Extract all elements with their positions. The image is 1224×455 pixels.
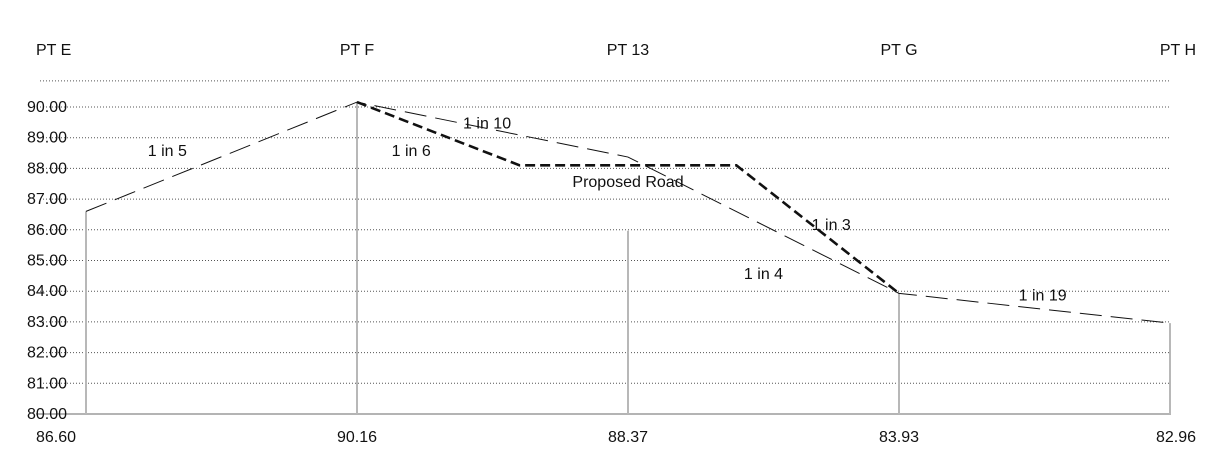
y-tick-label: 84.00	[27, 283, 67, 300]
gridlines	[40, 80, 1170, 384]
labels-group: 90.00 89.00 88.00 87.00 86.00 85.00 84.00 83.00…	[27, 42, 1196, 446]
station-label: PT E	[36, 42, 71, 59]
series-group	[85, 100, 1171, 324]
station-label: PT F	[340, 42, 375, 59]
y-tick-label: 81.00	[27, 375, 67, 392]
y-tick-label: 80.00	[27, 406, 67, 423]
y-tick-label: 89.00	[27, 130, 67, 147]
level-label: 90.16	[337, 429, 377, 446]
y-tick-label: 82.00	[27, 345, 67, 362]
y-tick-label: 90.00	[27, 99, 67, 116]
level-label: 86.60	[36, 429, 76, 446]
y-tick-label: 86.00	[27, 222, 67, 239]
station-label: PT G	[880, 42, 917, 59]
ground-profile-line	[85, 101, 1171, 324]
gradient-label: 1 in 6	[392, 143, 431, 160]
y-tick-label: 85.00	[27, 253, 67, 270]
y-tick-label: 83.00	[27, 314, 67, 331]
gradient-label: 1 in 4	[744, 266, 783, 283]
gradient-label: 1 in 10	[463, 115, 511, 132]
level-label: 88.37	[608, 429, 648, 446]
y-tick-label: 88.00	[27, 160, 67, 177]
level-label: 82.96	[1156, 429, 1196, 446]
level-label: 83.93	[879, 429, 919, 446]
series-label: Proposed Road	[572, 174, 683, 191]
station-label: PT H	[1160, 42, 1196, 59]
y-tick-label: 87.00	[27, 191, 67, 208]
gradient-label: 1 in 19	[1019, 287, 1067, 304]
station-lines	[85, 102, 1171, 414]
gradient-label: 1 in 5	[148, 143, 187, 160]
gradient-label: 1 in 3	[812, 217, 851, 234]
station-label: PT 13	[607, 42, 650, 59]
